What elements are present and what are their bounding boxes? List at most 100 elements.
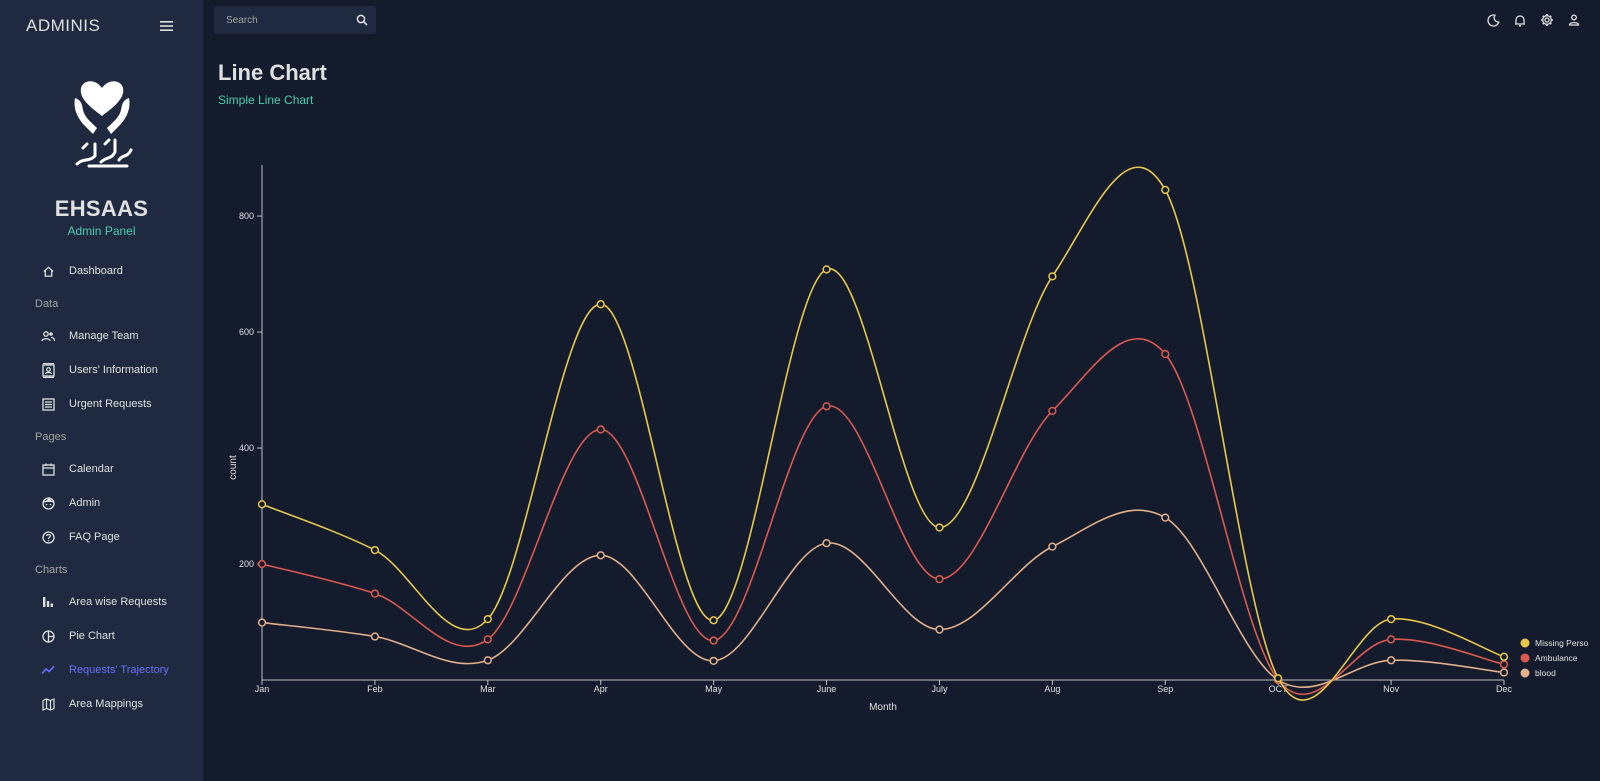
data-point-blood bbox=[1048, 542, 1057, 551]
data-point-missing-perso bbox=[257, 500, 267, 509]
data-point-blood bbox=[257, 618, 267, 627]
sidebar-item-label: Calendar bbox=[69, 463, 114, 475]
sidebar-item-faq[interactable]: FAQ Page bbox=[0, 520, 203, 554]
sidebar-nav: Dashboard Data Manage Team Users' Inform… bbox=[0, 254, 203, 721]
series-line-missing-perso bbox=[261, 166, 1505, 701]
timeline-icon bbox=[40, 662, 56, 678]
data-point-missing-perso bbox=[822, 265, 831, 274]
admin-face-icon bbox=[40, 495, 56, 511]
notifications-icon[interactable] bbox=[1512, 12, 1528, 28]
data-point-missing-perso bbox=[935, 523, 944, 532]
sidebar-item-admin[interactable]: Admin bbox=[0, 486, 203, 520]
data-point-missing-perso bbox=[1048, 272, 1057, 281]
sidebar-item-dashboard[interactable]: Dashboard bbox=[0, 254, 203, 288]
data-point-missing-perso bbox=[1274, 674, 1283, 683]
data-point-blood bbox=[822, 538, 831, 548]
org-name: EHSAAS bbox=[54, 196, 149, 221]
settings-icon[interactable] bbox=[1539, 12, 1555, 28]
data-point-ambulance bbox=[596, 425, 605, 434]
x-tick-label: May bbox=[705, 684, 723, 694]
data-point-missing-perso bbox=[596, 300, 605, 309]
x-tick-label: June bbox=[817, 684, 837, 694]
legend-label: blood bbox=[1535, 668, 1556, 678]
sidebar-item-requests-trajectory[interactable]: Requests' Trajectory bbox=[0, 653, 203, 687]
y-axis-label: count bbox=[228, 455, 239, 480]
page-title: Line Chart bbox=[218, 60, 327, 85]
bar-chart-icon bbox=[40, 594, 56, 610]
search-box bbox=[214, 6, 376, 34]
search-icon[interactable] bbox=[356, 14, 368, 26]
data-point-ambulance bbox=[483, 635, 492, 644]
data-point-ambulance bbox=[709, 636, 718, 645]
data-point-ambulance bbox=[1386, 635, 1396, 644]
contacts-icon bbox=[40, 362, 56, 378]
page-header: Line Chart Simple Line Chart bbox=[203, 40, 1600, 107]
data-point-ambulance bbox=[1161, 349, 1170, 359]
x-tick-label: Feb bbox=[367, 684, 383, 694]
org-logo bbox=[0, 78, 203, 170]
section-data: Data bbox=[35, 297, 59, 310]
topbar-actions bbox=[1485, 12, 1582, 28]
data-point-blood bbox=[370, 632, 380, 641]
section-charts: Charts bbox=[35, 563, 68, 576]
data-point-missing-perso bbox=[1499, 652, 1509, 661]
main-content: Line Chart Simple Line Chart 200 400 600 80… bbox=[203, 0, 1600, 781]
series-line-ambulance bbox=[261, 338, 1505, 696]
data-point-blood bbox=[1499, 668, 1509, 677]
x-tick-label: Mar bbox=[480, 684, 496, 694]
menu-icon[interactable] bbox=[157, 16, 177, 36]
sidebar-item-label: Admin bbox=[69, 497, 101, 509]
data-point-ambulance bbox=[822, 402, 831, 411]
home-icon bbox=[40, 263, 56, 279]
topbar bbox=[203, 0, 1600, 40]
sidebar-header: ADMINIS bbox=[0, 0, 203, 52]
profile-icon[interactable] bbox=[1566, 12, 1582, 28]
data-point-blood bbox=[1161, 513, 1170, 522]
search-input[interactable] bbox=[226, 14, 356, 26]
sidebar-item-users-information[interactable]: Users' Information bbox=[0, 353, 203, 387]
data-point-ambulance bbox=[1048, 406, 1057, 416]
y-tick-label: 800 bbox=[239, 211, 254, 221]
y-tick-label: 600 bbox=[239, 327, 254, 337]
org-subtitle: Admin Panel bbox=[67, 224, 136, 238]
dark-mode-icon[interactable] bbox=[1485, 12, 1501, 28]
sidebar-item-pie-chart[interactable]: Pie Chart bbox=[0, 619, 203, 653]
x-tick-label: Nov bbox=[1383, 684, 1400, 694]
receipt-icon bbox=[40, 396, 56, 412]
sidebar-item-label: Dashboard bbox=[69, 265, 123, 277]
sidebar-item-area-wise-requests[interactable]: Area wise Requests bbox=[0, 585, 203, 619]
page-subtitle: Simple Line Chart bbox=[218, 93, 314, 107]
sidebar-item-manage-team[interactable]: Manage Team bbox=[0, 319, 203, 353]
x-tick-label: Aug bbox=[1044, 684, 1060, 694]
sidebar-item-label: Manage Team bbox=[69, 330, 139, 342]
data-point-blood bbox=[1386, 656, 1396, 665]
legend-label: Missing Perso bbox=[1535, 638, 1589, 648]
sidebar-item-label: Requests' Trajectory bbox=[69, 664, 169, 676]
x-tick-label: Apr bbox=[594, 684, 608, 694]
data-point-ambulance bbox=[257, 559, 267, 569]
pie-chart-icon bbox=[40, 628, 56, 644]
x-axis-label: Month bbox=[869, 702, 897, 713]
sidebar-item-calendar[interactable]: Calendar bbox=[0, 452, 203, 486]
x-tick-label: Jan bbox=[255, 684, 270, 694]
sidebar-item-urgent-requests[interactable]: Urgent Requests bbox=[0, 387, 203, 421]
y-tick-label: 400 bbox=[239, 443, 254, 453]
sidebar-item-label: Urgent Requests bbox=[69, 398, 152, 410]
sidebar-item-label: FAQ Page bbox=[69, 531, 120, 543]
sidebar-item-label: Users' Information bbox=[69, 364, 158, 376]
x-tick-label: Dec bbox=[1496, 684, 1513, 694]
sidebar-item-area-mappings[interactable]: Area Mappings bbox=[0, 687, 203, 721]
sidebar-item-label: Area Mappings bbox=[69, 698, 143, 710]
legend-label: Ambulance bbox=[1535, 653, 1578, 663]
line-chart-container: 200 400 600 800 Jan Feb Mar Apr May June July Aug Se… bbox=[203, 120, 1600, 781]
data-point-ambulance bbox=[1499, 660, 1509, 669]
x-tick-label: July bbox=[931, 684, 948, 694]
sidebar: ADMINIS EHSAAS Admin Panel Dashboard Dat… bbox=[0, 0, 203, 781]
sidebar-item-label: Pie Chart bbox=[69, 630, 115, 642]
map-icon bbox=[40, 696, 56, 712]
data-point-blood bbox=[596, 551, 605, 560]
line-chart[interactable]: 200 400 600 800 Jan Feb Mar Apr May June July Aug Se… bbox=[203, 120, 1600, 781]
legend-swatch bbox=[1520, 668, 1530, 678]
data-point-missing-perso bbox=[1161, 185, 1170, 195]
